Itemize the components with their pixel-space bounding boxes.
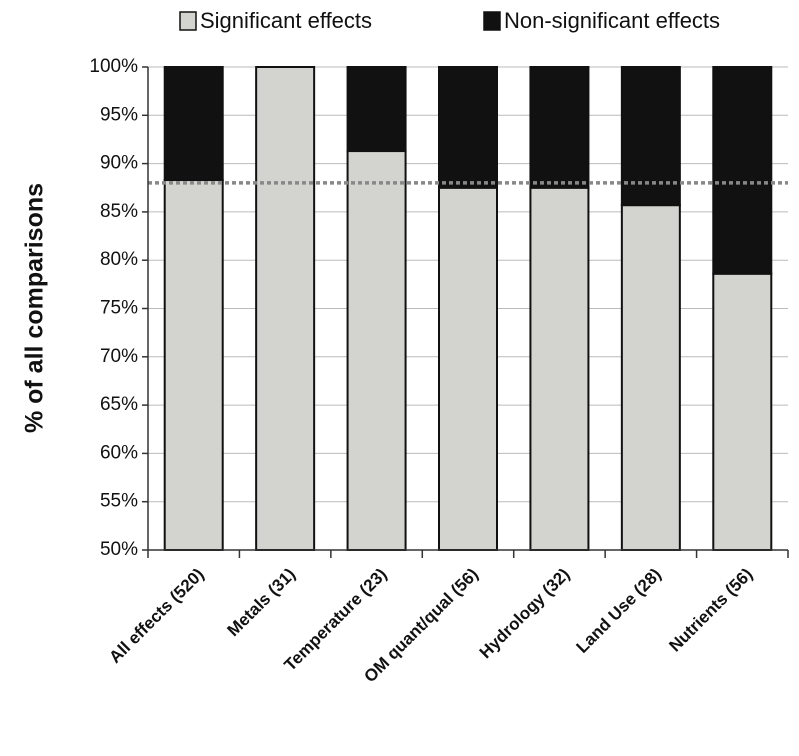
y-tick-label: 60% (100, 442, 138, 463)
x-tick-label: Land Use (28) (573, 565, 665, 657)
y-tick-label: 100% (89, 56, 138, 77)
bar-segment (163, 179, 224, 551)
bar-segment (163, 66, 224, 182)
legend-swatch (179, 11, 197, 31)
x-tick-label: Metals (31) (224, 565, 300, 641)
legend-label: Non-significant effects (504, 8, 720, 33)
bar-segment (620, 66, 681, 207)
y-tick-label: 75% (100, 298, 138, 319)
y-tick-label: 85% (100, 201, 138, 222)
y-axis-label: % of all comparisons (21, 183, 49, 433)
y-tick-label: 90% (100, 153, 138, 174)
y-tick-label: 55% (100, 491, 138, 512)
bar-segment (712, 272, 773, 551)
y-tick-label: 65% (100, 394, 138, 415)
legend-label: Significant effects (200, 8, 372, 33)
bar-segment (255, 66, 316, 551)
x-tick-label: Hydrology (32) (476, 565, 574, 663)
bar-segment (529, 66, 590, 189)
y-tick-label: 70% (100, 346, 138, 367)
bar-segment (712, 66, 773, 275)
bar-segment (346, 150, 407, 552)
legend-swatch (483, 11, 501, 31)
bar-segment (620, 204, 681, 551)
y-tick-label: 80% (100, 249, 138, 270)
x-tick-label: All effects (520) (105, 565, 207, 667)
x-tick-label: Nutrients (56) (665, 565, 756, 656)
bar-segment (346, 66, 407, 153)
y-tick-label: 50% (100, 539, 138, 560)
bar-segment (438, 66, 498, 189)
bar-segment (529, 186, 590, 551)
y-tick-label: 95% (100, 104, 138, 125)
bar-segment (438, 186, 498, 551)
